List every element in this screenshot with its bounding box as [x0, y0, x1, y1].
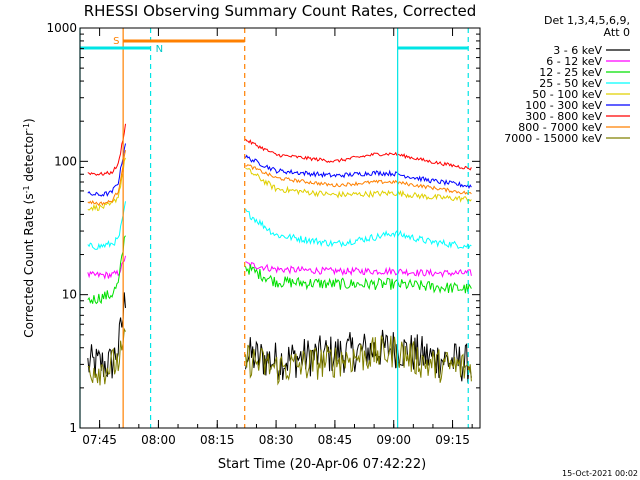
x-tick-label-6: 09:00: [376, 433, 411, 447]
legend-header-line-1: Det 1,3,4,5,6,9,: [544, 14, 630, 27]
flag-label-night: N: [156, 44, 163, 55]
y-label-mid: detector: [22, 131, 36, 186]
x-tick-label-3: 08:15: [200, 433, 235, 447]
y-label-end: ): [22, 118, 36, 123]
series-4-pre-line: [87, 201, 126, 250]
series-8: [87, 150, 472, 207]
legend-label-6: 100 - 300 keV: [525, 99, 602, 112]
x-tick-label-4: 08:30: [259, 433, 294, 447]
legend-label-4: 25 - 50 keV: [539, 77, 602, 90]
series-7-post-line: [245, 138, 472, 171]
series-8-pre-line: [87, 150, 126, 207]
legend-label-1: 3 - 6 keV: [553, 44, 602, 57]
series-5: [87, 157, 472, 212]
x-tick-label-1: 07:45: [82, 433, 117, 447]
series-4-post-line: [245, 208, 472, 250]
series-4: [87, 201, 472, 250]
series-1: [87, 292, 472, 383]
y-tick-label-1: 1: [69, 421, 77, 435]
series-9-pre-line: [87, 327, 126, 386]
series-7-pre-line: [87, 123, 126, 176]
series-6-pre-line: [87, 143, 126, 197]
series-9-post-line: [245, 335, 472, 386]
legend-header-line-2: Att 0: [604, 26, 630, 39]
y-tick-label-3: 100: [54, 154, 77, 168]
y-axis-label: Corrected Count Rate (s-1 detector-1): [22, 118, 37, 337]
x-axis-label: Start Time (20-Apr-06 07:42:22): [218, 457, 426, 472]
series-6: [87, 143, 472, 197]
y-label-sup-2: -1: [22, 123, 31, 131]
series-7: [87, 123, 472, 176]
axis-layer: 07:45 08:00 08:15 08:30 08:45 09:00 09:15 1 10 10…: [46, 21, 480, 447]
series-9: [87, 327, 472, 386]
series-6-post-line: [245, 154, 472, 190]
y-label-sup-1: -1: [22, 185, 31, 193]
x-tick-label-5: 08:45: [318, 433, 353, 447]
legend-label-7: 300 - 800 keV: [525, 110, 602, 123]
series-3-pre-line: [87, 235, 126, 305]
y-label-main: Corrected Count Rate (s: [22, 193, 36, 337]
legend-label-8: 800 - 7000 keV: [518, 121, 602, 134]
plot-frame: [79, 27, 481, 429]
legend-label-2: 6 - 12 keV: [546, 55, 602, 68]
legend-label-9: 7000 - 15000 keV: [504, 132, 602, 145]
series-3: [87, 235, 472, 305]
y-tick-label-4: 1000: [46, 21, 77, 35]
legend-label-3: 12 - 25 keV: [539, 66, 602, 79]
flag-layer: SN: [80, 36, 469, 55]
y-tick-label-2: 10: [62, 288, 77, 302]
x-tick-label-7: 09:15: [435, 433, 470, 447]
series-1-post-line: [245, 329, 472, 383]
series-1-pre-line: [87, 292, 126, 379]
chart-title: RHESSI Observing Summary Count Rates, Co…: [84, 2, 477, 20]
series-layer: [87, 123, 472, 386]
footer-date: 15-Oct-2021 00:02: [562, 469, 638, 478]
series-5-pre-line: [87, 157, 126, 212]
series-5-post-line: [245, 167, 472, 203]
legend-label-5: 50 - 100 keV: [532, 88, 602, 101]
flag-label-saa: S: [113, 36, 119, 47]
series-8-post-line: [245, 164, 472, 195]
series-3-post-line: [245, 264, 472, 294]
series-2-post-line: [245, 261, 472, 278]
x-tick-label-2: 08:00: [141, 433, 176, 447]
